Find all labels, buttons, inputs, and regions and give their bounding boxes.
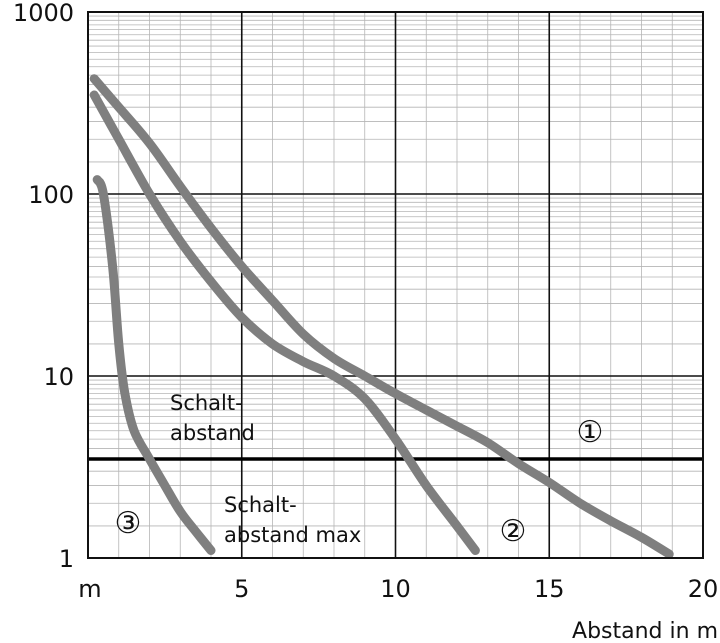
- series-marker-3: ③: [115, 506, 142, 541]
- x-axis-title: Abstand in m: [572, 619, 718, 643]
- annotation-schaltabstand-line1: Schalt-: [170, 391, 243, 415]
- x-tick-label: 20: [688, 575, 719, 603]
- series-marker-2: ②: [500, 514, 527, 549]
- plot-frame: [87, 11, 704, 559]
- series-line-1: [89, 74, 674, 559]
- series-line-3: [92, 175, 216, 555]
- x-tick-label: 5: [234, 575, 249, 603]
- series-layer: [89, 74, 674, 559]
- annotation-schaltabstand-max-line1: Schalt-: [224, 493, 297, 517]
- x-tick-label: 10: [380, 575, 411, 603]
- y-tick-label: 10: [43, 363, 74, 391]
- x-tick-label: 15: [534, 575, 565, 603]
- y-tick-label: 1000: [13, 0, 74, 27]
- tick-labels: 1 10 100 1000 m 5 10 15 20: [13, 0, 718, 603]
- series-marker-1: ①: [577, 415, 604, 450]
- annotation-schaltabstand-line2: abstand: [170, 421, 255, 445]
- y-tick-label: 100: [28, 181, 74, 209]
- annotation-schaltabstand-max-line2: abstand max: [224, 523, 361, 547]
- x-tick-label: m: [78, 575, 101, 603]
- y-tick-label: 1: [59, 545, 74, 573]
- series-line-2: [89, 90, 480, 555]
